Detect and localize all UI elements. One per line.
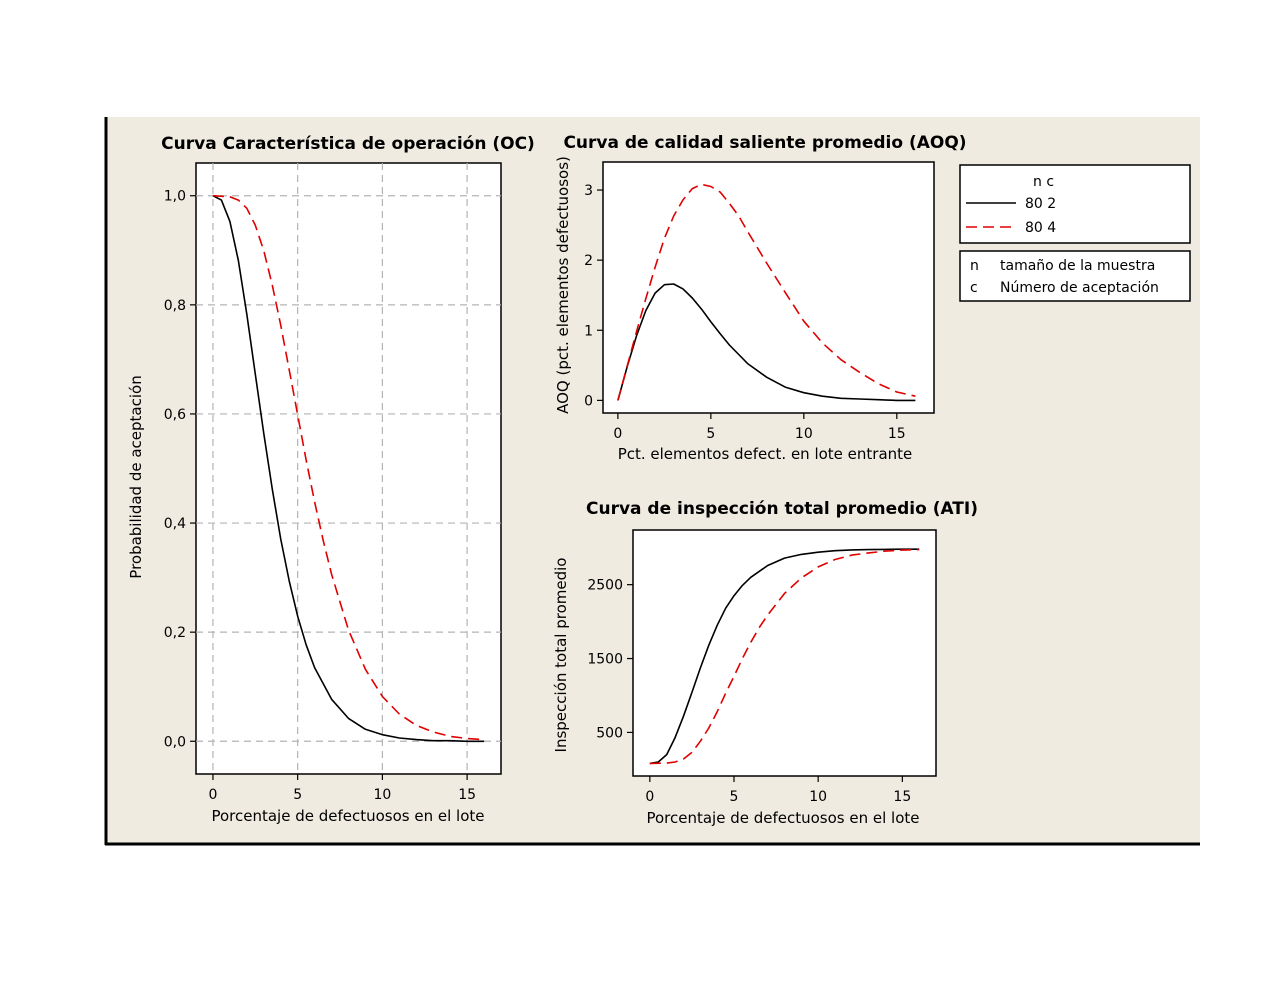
legend-label-series-1: 80 2	[1025, 196, 1056, 212]
aoq-ytick-label-1: 1	[584, 323, 593, 339]
oc-ytick-label-3: 0,6	[164, 407, 186, 423]
aoq-xtick-label-1: 5	[706, 426, 715, 442]
ati-y-axis-label: Inspección total promedio	[552, 558, 570, 753]
oc-ytick-label-1: 0,2	[164, 625, 186, 641]
aoq-plot-area	[602, 161, 935, 414]
ati-xtick-label-2: 10	[809, 789, 827, 805]
ati-xtick-label-1: 5	[730, 789, 739, 805]
oc-series-line-1	[212, 194, 485, 743]
ati-ytick-label-1: 1500	[587, 652, 623, 668]
oc-ytick-label-4: 0,8	[164, 298, 186, 314]
legend-key-symbol-c: c	[970, 280, 978, 296]
oc-xtick-label-3: 15	[458, 787, 476, 803]
oc-plot-area	[195, 162, 502, 775]
ati-xtick-label-0: 0	[645, 789, 654, 805]
ati-series-line-1	[649, 548, 920, 765]
legend: n c 80 2 80 4 n tamaño de la muestra c N…	[959, 164, 1191, 302]
aoq-chart: 0 5 10 15 0 1 2 3 Curva de calidad saliente prom…	[554, 133, 967, 463]
ati-ytick-label-0: 500	[596, 725, 623, 741]
legend-key-text-c: Número de aceptación	[1000, 280, 1159, 296]
aoq-y-axis-label: AOQ (pct. elementos defectuosos)	[554, 156, 572, 414]
aoq-xtick-label-2: 10	[795, 426, 813, 442]
aoq-chart-title: Curva de calidad saliente promedio (AOQ)	[563, 133, 966, 153]
ati-series-line-2	[649, 548, 920, 765]
aoq-ytick-label-2: 2	[584, 253, 593, 269]
oc-xtick-label-0: 0	[208, 787, 217, 803]
oc-y-axis-label: Probabilidad de aceptación	[127, 375, 145, 578]
oc-ytick-label-5: 1,0	[164, 189, 186, 205]
legend-box	[959, 164, 1191, 244]
ati-ytick-label-2: 2500	[587, 578, 623, 594]
ati-x-axis-label: Porcentaje de defectuosos en el lote	[646, 809, 919, 827]
legend-key-text-n: tamaño de la muestra	[1000, 258, 1155, 274]
ati-xtick-label-3: 15	[893, 789, 911, 805]
oc-chart: 0 5 10 15 0,0 0,2 0,4 0,6 0,8 1,0 Curva Caracterís…	[127, 134, 535, 825]
oc-series-line-2	[212, 194, 485, 741]
aoq-series-line-2	[617, 183, 916, 401]
aoq-xtick-label-3: 15	[888, 426, 906, 442]
oc-ytick-label-0: 0,0	[164, 734, 186, 750]
oc-ytick-label-2: 0,4	[164, 516, 186, 532]
aoq-xtick-label-0: 0	[613, 426, 622, 442]
aoq-ytick-label-3: 3	[584, 183, 593, 199]
oc-xtick-label-2: 10	[373, 787, 391, 803]
ati-chart: 0 5 10 15 500 1500 2500 Curva de inspección tot…	[552, 499, 978, 827]
oc-x-axis-label: Porcentaje de defectuosos en el lote	[211, 807, 484, 825]
oc-xtick-label-1: 5	[293, 787, 302, 803]
aoq-ytick-label-0: 0	[584, 393, 593, 409]
legend-header: n c	[1033, 174, 1054, 190]
aoq-x-axis-label: Pct. elementos defect. en lote entrante	[618, 445, 913, 463]
legend-key-box	[959, 250, 1191, 302]
aoq-series-line-1	[617, 283, 916, 402]
oc-chart-title: Curva Característica de operación (OC)	[161, 134, 535, 154]
ati-chart-title: Curva de inspección total promedio (ATI)	[586, 499, 978, 519]
legend-label-series-2: 80 4	[1025, 220, 1056, 236]
ati-plot-area	[632, 529, 937, 777]
legend-key-symbol-n: n	[970, 258, 979, 274]
